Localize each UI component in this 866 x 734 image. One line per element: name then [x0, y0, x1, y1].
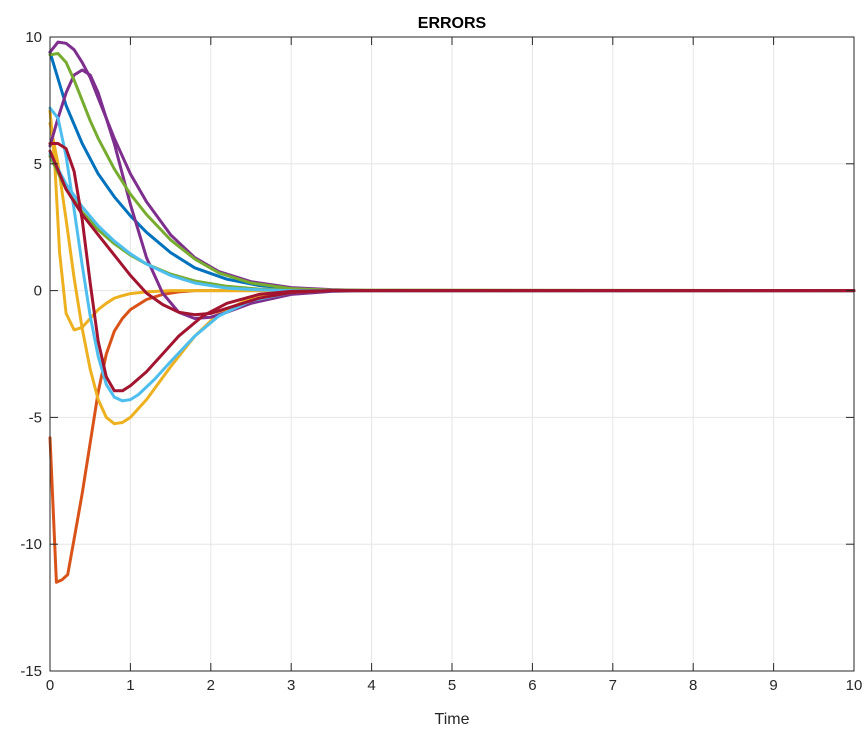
- y-tick-label: -15: [20, 663, 42, 680]
- series-lines: [48, 40, 856, 584]
- series-line-6: [48, 68, 856, 320]
- y-tick-label: 0: [34, 283, 42, 300]
- x-axis-label: Time: [435, 711, 470, 728]
- y-axis-ticks: -15 -10 -5 0 5 10: [20, 29, 854, 680]
- x-tick-label: 1: [126, 677, 134, 694]
- series-line-11: [48, 142, 856, 393]
- chart-title: ERRORS: [418, 15, 487, 32]
- y-tick-label: -5: [29, 409, 42, 426]
- x-axis-ticks: 0 1 2 3 4 5 6 7 8 9 10: [46, 37, 863, 694]
- x-tick-label: 2: [207, 677, 215, 694]
- x-tick-label: 7: [609, 677, 617, 694]
- x-tick-label: 4: [367, 677, 375, 694]
- y-tick-label: 10: [25, 29, 42, 46]
- x-tick-label: 10: [846, 677, 863, 694]
- x-tick-label: 5: [448, 677, 456, 694]
- series-line-3: [48, 109, 856, 332]
- y-tick-label: 5: [34, 156, 42, 173]
- series-line-12: [48, 149, 856, 317]
- x-tick-label: 0: [46, 677, 54, 694]
- x-tick-label: 9: [769, 677, 777, 694]
- series-line-7: [48, 52, 856, 293]
- x-tick-label: 8: [689, 677, 697, 694]
- x-tick-label: 3: [287, 677, 295, 694]
- x-tick-label: 6: [528, 677, 536, 694]
- y-tick-label: -10: [20, 536, 42, 553]
